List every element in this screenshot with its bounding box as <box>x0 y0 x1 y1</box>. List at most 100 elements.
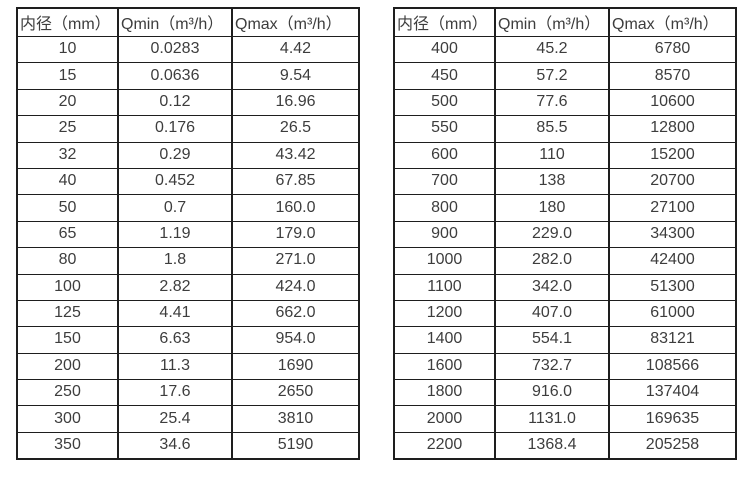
table-cell: 1690 <box>231 352 360 381</box>
table-cell: 51300 <box>608 273 737 301</box>
table-cell: 6780 <box>608 35 737 64</box>
table-row: 150 6.63 954.0 <box>16 326 360 354</box>
table-cell: 700 <box>393 167 496 196</box>
table-row: 25 0.176 26.5 <box>16 115 360 143</box>
table-cell: 16.96 <box>231 88 360 117</box>
table-cell: 169635 <box>608 405 737 433</box>
table-cell: 15200 <box>608 141 737 169</box>
table-row: 1100 342.0 51300 <box>393 273 737 301</box>
table-row: 20 0.12 16.96 <box>16 88 360 117</box>
table-cell: 350 <box>16 431 119 460</box>
table-cell: 2200 <box>393 431 496 460</box>
table-cell: 110 <box>494 141 610 169</box>
table-cell: 1000 <box>393 247 496 275</box>
header-inner-diameter: 内径（mm） <box>393 7 496 37</box>
table-row: 125 4.41 662.0 <box>16 299 360 328</box>
table-cell: 17.6 <box>117 379 233 407</box>
table-cell: 32 <box>16 141 119 169</box>
table-row: 800 180 27100 <box>393 194 737 222</box>
table-cell: 85.5 <box>494 115 610 143</box>
table-row: 1200 407.0 61000 <box>393 299 737 328</box>
table-row: 100 2.82 424.0 <box>16 273 360 301</box>
table-row: 450 57.2 8570 <box>393 62 737 90</box>
table-cell: 500 <box>393 88 496 117</box>
table-cell: 0.29 <box>117 141 233 169</box>
table-cell: 160.0 <box>231 194 360 222</box>
table-cell: 2000 <box>393 405 496 433</box>
table-cell: 0.0283 <box>117 35 233 64</box>
table-row: 80 1.8 271.0 <box>16 247 360 275</box>
table-cell: 42400 <box>608 247 737 275</box>
table-cell: 1800 <box>393 379 496 407</box>
table-cell: 732.7 <box>494 352 610 381</box>
table-row: 10 0.0283 4.42 <box>16 35 360 64</box>
table-row: 1000 282.0 42400 <box>393 247 737 275</box>
table-cell: 1200 <box>393 299 496 328</box>
table-cell: 1100 <box>393 273 496 301</box>
table-cell: 1400 <box>393 326 496 354</box>
table-cell: 1600 <box>393 352 496 381</box>
table-cell: 424.0 <box>231 273 360 301</box>
table-header-row: 内径（mm） Qmin（m³/h） Qmax（m³/h） <box>393 7 737 37</box>
table-body: 10 0.0283 4.42 15 0.0636 9.54 20 0.12 16.96 25 0.1… <box>16 35 360 460</box>
table-cell: 1131.0 <box>494 405 610 433</box>
table-cell: 0.452 <box>117 167 233 196</box>
table-cell: 550 <box>393 115 496 143</box>
table-cell: 662.0 <box>231 299 360 328</box>
header-qmin: Qmin（m³/h） <box>494 7 610 37</box>
table-cell: 12800 <box>608 115 737 143</box>
table-cell: 34.6 <box>117 431 233 460</box>
table-cell: 900 <box>393 220 496 249</box>
table-cell: 2.82 <box>117 273 233 301</box>
table-cell: 916.0 <box>494 379 610 407</box>
table-cell: 0.12 <box>117 88 233 117</box>
flow-table-small-diameters: 内径（mm） Qmin（m³/h） Qmax（m³/h） 10 0.0283 4.4… <box>16 7 360 460</box>
table-cell: 600 <box>393 141 496 169</box>
table-cell: 34300 <box>608 220 737 249</box>
table-row: 2000 1131.0 169635 <box>393 405 737 433</box>
table-cell: 179.0 <box>231 220 360 249</box>
table-cell: 0.0636 <box>117 62 233 90</box>
table-cell: 800 <box>393 194 496 222</box>
table-cell: 137404 <box>608 379 737 407</box>
table-cell: 20 <box>16 88 119 117</box>
table-cell: 554.1 <box>494 326 610 354</box>
table-cell: 0.7 <box>117 194 233 222</box>
table-cell: 65 <box>16 220 119 249</box>
table-cell: 954.0 <box>231 326 360 354</box>
table-cell: 229.0 <box>494 220 610 249</box>
table-cell: 100 <box>16 273 119 301</box>
table-row: 2200 1368.4 205258 <box>393 431 737 460</box>
table-row: 900 229.0 34300 <box>393 220 737 249</box>
table-cell: 4.41 <box>117 299 233 328</box>
table-cell: 10 <box>16 35 119 64</box>
table-cell: 3810 <box>231 405 360 433</box>
table-cell: 407.0 <box>494 299 610 328</box>
table-cell: 5190 <box>231 431 360 460</box>
header-inner-diameter: 内径（mm） <box>16 7 119 37</box>
table-cell: 9.54 <box>231 62 360 90</box>
table-cell: 20700 <box>608 167 737 196</box>
table-cell: 282.0 <box>494 247 610 275</box>
table-row: 500 77.6 10600 <box>393 88 737 117</box>
table-cell: 80 <box>16 247 119 275</box>
table-cell: 11.3 <box>117 352 233 381</box>
table-cell: 6.63 <box>117 326 233 354</box>
table-cell: 342.0 <box>494 273 610 301</box>
table-cell: 1.8 <box>117 247 233 275</box>
table-cell: 43.42 <box>231 141 360 169</box>
table-cell: 8570 <box>608 62 737 90</box>
table-row: 600 110 15200 <box>393 141 737 169</box>
table-cell: 125 <box>16 299 119 328</box>
table-cell: 250 <box>16 379 119 407</box>
table-row: 1800 916.0 137404 <box>393 379 737 407</box>
table-cell: 40 <box>16 167 119 196</box>
table-cell: 50 <box>16 194 119 222</box>
flow-table-large-diameters: 内径（mm） Qmin（m³/h） Qmax（m³/h） 400 45.2 6780… <box>393 7 737 460</box>
table-cell: 0.176 <box>117 115 233 143</box>
table-row: 65 1.19 179.0 <box>16 220 360 249</box>
table-row: 700 138 20700 <box>393 167 737 196</box>
table-cell: 300 <box>16 405 119 433</box>
table-cell: 1.19 <box>117 220 233 249</box>
